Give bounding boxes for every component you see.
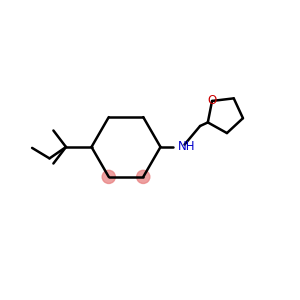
Text: O: O	[207, 94, 217, 107]
Text: NH: NH	[178, 140, 195, 154]
Circle shape	[137, 170, 150, 184]
Circle shape	[102, 170, 115, 184]
